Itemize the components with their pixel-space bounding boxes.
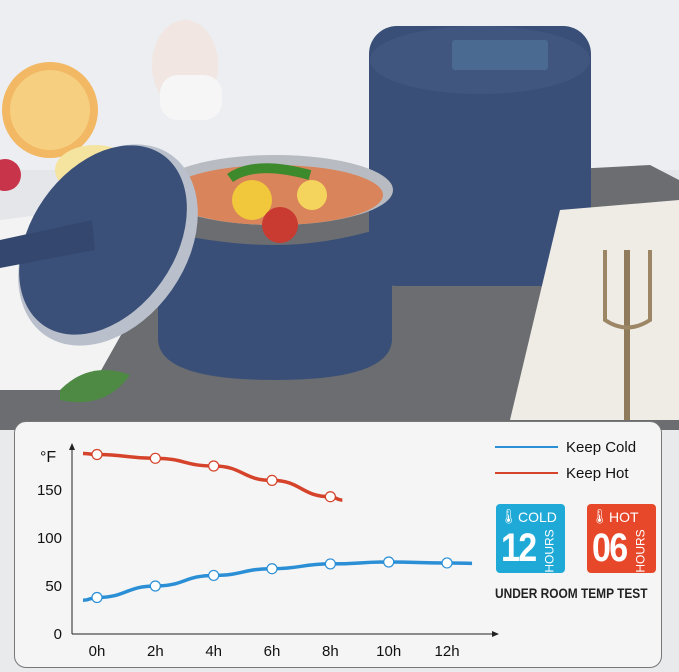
y-axis-label: °F	[40, 449, 56, 466]
data-point-cold	[149, 580, 161, 592]
data-point-cold	[208, 569, 220, 582]
mint-leaf	[60, 370, 130, 403]
thermometer-sun-icon: 🌡	[591, 508, 609, 524]
data-point-cold	[91, 591, 103, 604]
test-note: UNDER ROOM TEMP TEST	[495, 585, 648, 601]
x-tick-label: 8h	[322, 643, 339, 660]
data-point-hot	[149, 452, 161, 464]
x-tick-label: 4h	[205, 643, 222, 660]
x-tick-label: 2h	[147, 643, 164, 660]
badge-number: 12	[501, 526, 537, 570]
closed-food-jar	[369, 26, 591, 286]
fork	[624, 250, 630, 420]
x-axis-arrow	[492, 631, 499, 637]
x-tick-label: 10h	[376, 643, 401, 660]
badge-unit: HOURS	[633, 529, 648, 573]
thermometer-snowflake-icon: 🌡	[500, 508, 518, 524]
y-tick-label: 50	[45, 578, 62, 595]
y-axis-arrow	[69, 443, 75, 450]
open-food-jar	[158, 225, 392, 380]
data-point-cold	[324, 558, 336, 570]
legend-label-cold: Keep Cold	[566, 438, 637, 456]
napkin	[510, 200, 679, 420]
legend-line-hot	[495, 472, 558, 474]
product-photo	[0, 20, 679, 430]
y-tick-label: 150	[37, 482, 62, 499]
cold-hours-badge: 🌡 COLD 12 HOURS	[496, 504, 565, 573]
data-point-hot	[324, 491, 336, 503]
data-point-hot	[91, 448, 103, 461]
badge-number: 06	[592, 526, 628, 570]
y-tick-label: 0	[54, 626, 62, 643]
y-tick-label: 100	[37, 530, 62, 547]
x-tick-label: 0h	[89, 643, 106, 660]
data-point-cold	[383, 556, 395, 568]
hot-hours-badge: 🌡 HOT 06 HOURS	[587, 504, 656, 573]
legend-label-hot: Keep Hot	[566, 464, 629, 482]
badge-kind: HOT	[609, 509, 639, 525]
x-tick-label: 12h	[435, 643, 460, 660]
legend-item-cold: Keep Cold	[495, 437, 636, 457]
badge-unit: HOURS	[542, 529, 557, 573]
data-point-hot	[266, 474, 278, 486]
badge-kind: COLD	[518, 509, 557, 525]
data-point-cold	[441, 557, 453, 569]
data-point-cold	[266, 563, 278, 575]
legend-item-hot: Keep Hot	[495, 463, 629, 483]
x-tick-label: 6h	[264, 643, 281, 660]
legend-line-cold	[495, 446, 558, 448]
data-point-hot	[208, 460, 220, 472]
